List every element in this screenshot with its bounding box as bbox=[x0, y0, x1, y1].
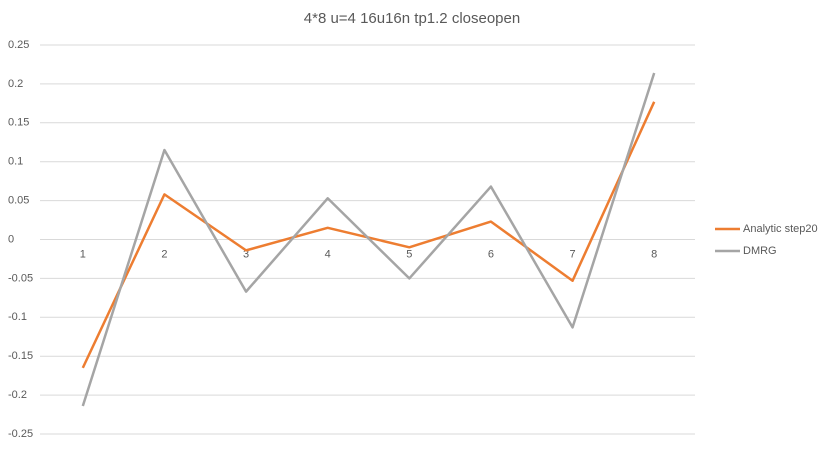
y-tick-label: 0.1 bbox=[8, 156, 23, 168]
x-tick-label: 4 bbox=[325, 248, 331, 260]
y-tick-label: -0.1 bbox=[8, 311, 27, 323]
x-tick-label: 5 bbox=[406, 248, 412, 260]
legend-label: DMRG bbox=[743, 245, 777, 257]
y-tick-label: 0.2 bbox=[8, 78, 23, 90]
y-tick-label: 0 bbox=[8, 233, 14, 245]
y-tick-label: -0.15 bbox=[8, 350, 33, 362]
y-tick-label: -0.25 bbox=[8, 428, 33, 440]
x-tick-label: 6 bbox=[488, 248, 494, 260]
y-tick-label: 0.25 bbox=[8, 39, 29, 51]
series-line bbox=[81, 72, 656, 407]
x-tick-label: 7 bbox=[570, 248, 576, 260]
y-tick-label: 0.05 bbox=[8, 195, 29, 207]
chart-title: 4*8 u=4 16u16n tp1.2 closeopen bbox=[304, 10, 520, 27]
y-tick-label: -0.2 bbox=[8, 389, 27, 401]
legend-label: Analytic step20 bbox=[743, 223, 818, 235]
y-tick-label: -0.05 bbox=[8, 272, 33, 284]
x-tick-label: 8 bbox=[651, 248, 657, 260]
x-tick-label: 3 bbox=[243, 248, 249, 260]
x-tick-label: 2 bbox=[161, 248, 167, 260]
y-tick-label: 0.15 bbox=[8, 117, 29, 129]
x-tick-label: 1 bbox=[80, 248, 86, 260]
